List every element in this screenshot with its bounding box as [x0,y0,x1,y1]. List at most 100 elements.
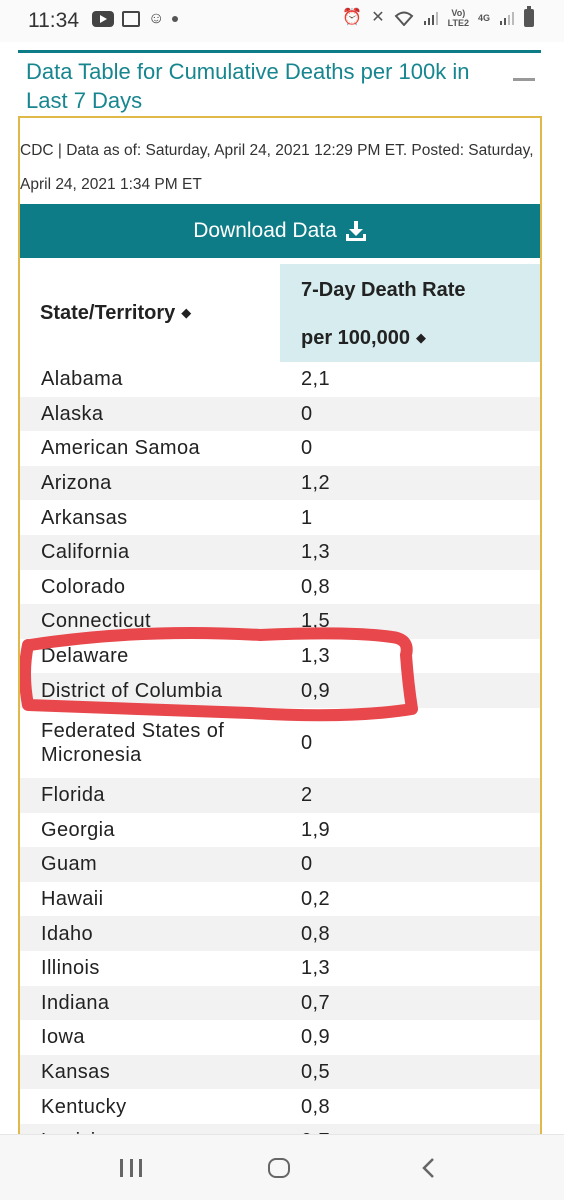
rate-cell: 1,3 [280,950,540,986]
signal-icon [423,12,438,25]
download-data-button[interactable]: Download Data [20,204,540,258]
volte-icon: Vo) LTE2 [447,8,469,28]
table-row: Florida 2 [20,777,540,813]
table-row: Georgia 1,9 [20,812,540,848]
table-row: Kentucky 0,8 [20,1089,540,1124]
rate-cell: 0,7 [280,985,540,1021]
sort-icon: ◆ [181,304,192,320]
status-left-icons: ☺ [92,10,179,27]
table-row: Indiana 0,7 [20,985,540,1021]
rate-cell: 0,9 [280,673,540,708]
table-row: Arizona 1,2 [20,465,540,501]
panel-top-border [18,50,541,53]
rate-cell: 0,8 [280,916,540,951]
table-row: Colorado 0,8 [20,569,540,605]
state-cell: Delaware [20,638,280,674]
state-cell: Illinois [20,950,280,986]
state-cell: Arizona [20,465,280,501]
state-cell: Indiana [20,985,280,1021]
column-header-rate[interactable]: 7-Day Death Rate per 100,000 ◆ [280,264,540,362]
state-cell: Florida [20,777,280,813]
state-cell: District of Columbia [20,673,280,708]
table-row: Delaware 1,3 [20,638,540,674]
status-bar: 11:34 ☺ ⏰ ✕ Vo) LTE2 4G [0,0,564,42]
rate-cell: 2 [280,777,540,813]
table-row: Louisiana0,7 [20,1123,540,1136]
table-row: California 1,3 [20,534,540,570]
messenger-icon: ☺ [148,10,165,27]
rate-cell: 0 [280,847,540,882]
image-icon [122,11,140,27]
rate-cell: 1 [280,500,540,535]
rate-cell: 1,9 [280,812,540,848]
state-cell: Louisiana [20,1123,280,1136]
sort-icon: ◆ [415,330,426,345]
state-cell: Federated States of Micronesia [20,707,280,778]
table-row: Federated States of Micronesia 0 [20,707,540,778]
table-row: Illinois 1,3 [20,950,540,986]
rate-cell: 0,7 [280,1123,540,1136]
minus-icon[interactable] [513,78,535,81]
state-cell: Alabama [20,362,280,397]
state-cell: Arkansas [20,500,280,535]
panel-title: Data Table for Cumulative Deaths per 100… [26,59,470,113]
rate-cell: 0 [280,396,540,432]
table-row: District of Columbia 0,9 [20,673,540,708]
rate-cell: 0 [280,431,540,466]
rate-cell: 0,8 [280,1089,540,1124]
dot-icon [172,16,179,22]
source-note: CDC | Data as of: Saturday, April 24, 20… [20,142,534,193]
column-header-state[interactable]: State/Territory ◆ [20,264,280,362]
rate-cell: 1,5 [280,604,540,639]
state-cell: California [20,534,280,570]
download-icon [345,221,366,241]
alarm-icon: ⏰ [342,9,363,26]
mute-icon: ✕ [371,9,385,26]
rate-cell: 0,5 [280,1054,540,1090]
rate-cell: 0,2 [280,881,540,917]
table-row: Iowa 0,9 [20,1020,540,1055]
state-cell: Idaho [20,916,280,951]
status-right-icons: ⏰ ✕ Vo) LTE2 4G [342,6,534,28]
rate-cell: 2,1 [280,362,540,397]
rate-cell: 0,9 [280,1020,540,1055]
table-row: Kansas 0,5 [20,1054,540,1090]
status-time: 11:34 [28,9,79,32]
table-row: Guam 0 [20,847,540,882]
navigation-bar [0,1134,564,1200]
state-cell: Iowa [20,1020,280,1055]
signal-icon [500,12,514,25]
rate-cell: 1,3 [280,534,540,570]
table-row: Arkansas 1 [20,500,540,535]
home-icon[interactable] [268,1158,290,1178]
state-cell: Alaska [20,396,280,432]
table-row: Connecticut 1,5 [20,604,540,639]
table-row: Alabama 2,1 [20,362,540,397]
rate-cell: 0 [280,707,540,778]
death-rate-table: State/Territory ◆ 7-Day Death Rate per 10… [20,264,540,1136]
state-cell: Connecticut [20,604,280,639]
4g-icon: 4G [477,13,490,23]
table-row: Idaho 0,8 [20,916,540,951]
table-row: American Samoa 0 [20,431,540,466]
wifi-icon [394,11,414,26]
table-body: Alabama 2,1 Alaska 0 American Samoa 0 Arizona 1… [20,362,540,1136]
state-cell: Hawaii [20,881,280,917]
data-table-card: CDC | Data as of: Saturday, April 24, 20… [18,116,542,1136]
state-cell: Georgia [20,812,280,848]
table-row: Hawaii 0,2 [20,881,540,917]
state-cell: American Samoa [20,431,280,466]
state-cell: Kentucky [20,1089,280,1124]
download-label: Download Data [193,219,337,242]
back-icon[interactable] [418,1157,440,1179]
recents-icon[interactable] [120,1159,142,1177]
state-cell: Colorado [20,569,280,605]
state-cell: Kansas [20,1054,280,1090]
table-row: Alaska 0 [20,396,540,432]
rate-cell: 1,3 [280,638,540,674]
youtube-icon [92,11,114,27]
battery-icon [524,6,534,27]
rate-cell: 1,2 [280,465,540,501]
state-cell: Guam [20,847,280,882]
rate-cell: 0,8 [280,569,540,605]
